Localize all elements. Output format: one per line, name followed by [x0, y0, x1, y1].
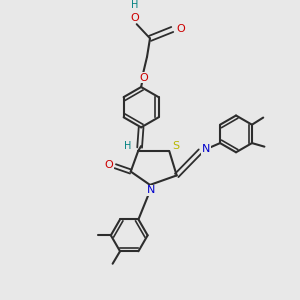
Text: O: O [131, 13, 140, 22]
Text: H: H [131, 1, 139, 10]
Text: O: O [139, 73, 148, 83]
Text: H: H [124, 141, 131, 151]
Text: N: N [146, 185, 155, 195]
Text: O: O [104, 160, 113, 170]
Text: N: N [202, 144, 210, 154]
Text: O: O [176, 24, 184, 34]
Text: S: S [172, 141, 180, 152]
